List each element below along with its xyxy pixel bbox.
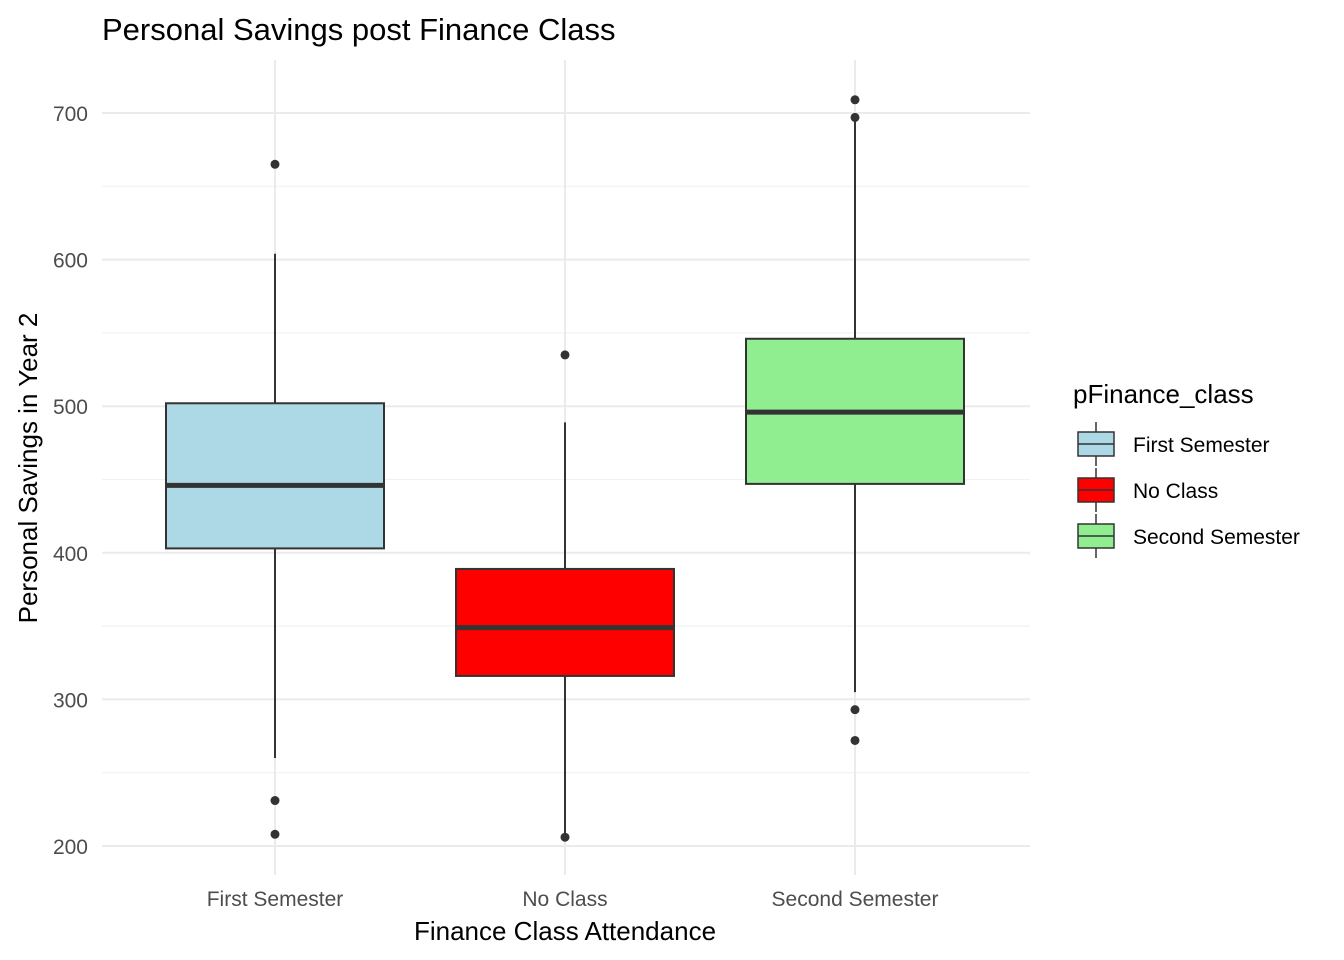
outlier-point (560, 832, 570, 842)
box-group (455, 350, 675, 842)
outlier-point (270, 829, 280, 839)
outlier-point (270, 796, 280, 806)
legend-label: No Class (1133, 480, 1218, 503)
y-tick-label: 600 (53, 250, 88, 273)
y-tick-label: 400 (53, 543, 88, 566)
y-tick-label: 300 (53, 689, 88, 712)
box-body (165, 402, 385, 550)
chart-title: Personal Savings post Finance Class (102, 12, 615, 47)
outlier-point (850, 705, 860, 715)
y-tick-label: 700 (53, 103, 88, 126)
box-group (165, 159, 385, 839)
box-body (455, 567, 675, 677)
legend-item: First Semester (1077, 422, 1270, 466)
y-tick-labels: 200 300 400 500 600 700 (53, 103, 88, 859)
outlier-point (270, 159, 280, 169)
legend-title: pFinance_class (1073, 379, 1254, 409)
outlier-point (850, 735, 860, 745)
legend: pFinance_class First Semester No Class Sec… (1073, 379, 1300, 558)
x-tick-label: First Semester (207, 888, 344, 911)
legend-item: No Class (1077, 468, 1218, 512)
x-tick-label: No Class (522, 888, 607, 911)
x-tick-label: Second Semester (772, 888, 939, 911)
x-axis-title: Finance Class Attendance (414, 916, 716, 946)
outlier-point (560, 350, 570, 360)
outlier-point (850, 95, 860, 105)
x-tick-labels: First Semester No Class Second Semester (207, 888, 939, 911)
y-tick-label: 200 (53, 836, 88, 859)
legend-label: Second Semester (1133, 526, 1300, 549)
box-group (745, 95, 965, 745)
outlier-point (850, 112, 860, 122)
y-axis-title: Personal Savings in Year 2 (13, 313, 43, 624)
y-tick-label: 500 (53, 396, 88, 419)
legend-item: Second Semester (1077, 514, 1300, 558)
legend-label: First Semester (1133, 434, 1270, 457)
boxes (165, 95, 965, 842)
